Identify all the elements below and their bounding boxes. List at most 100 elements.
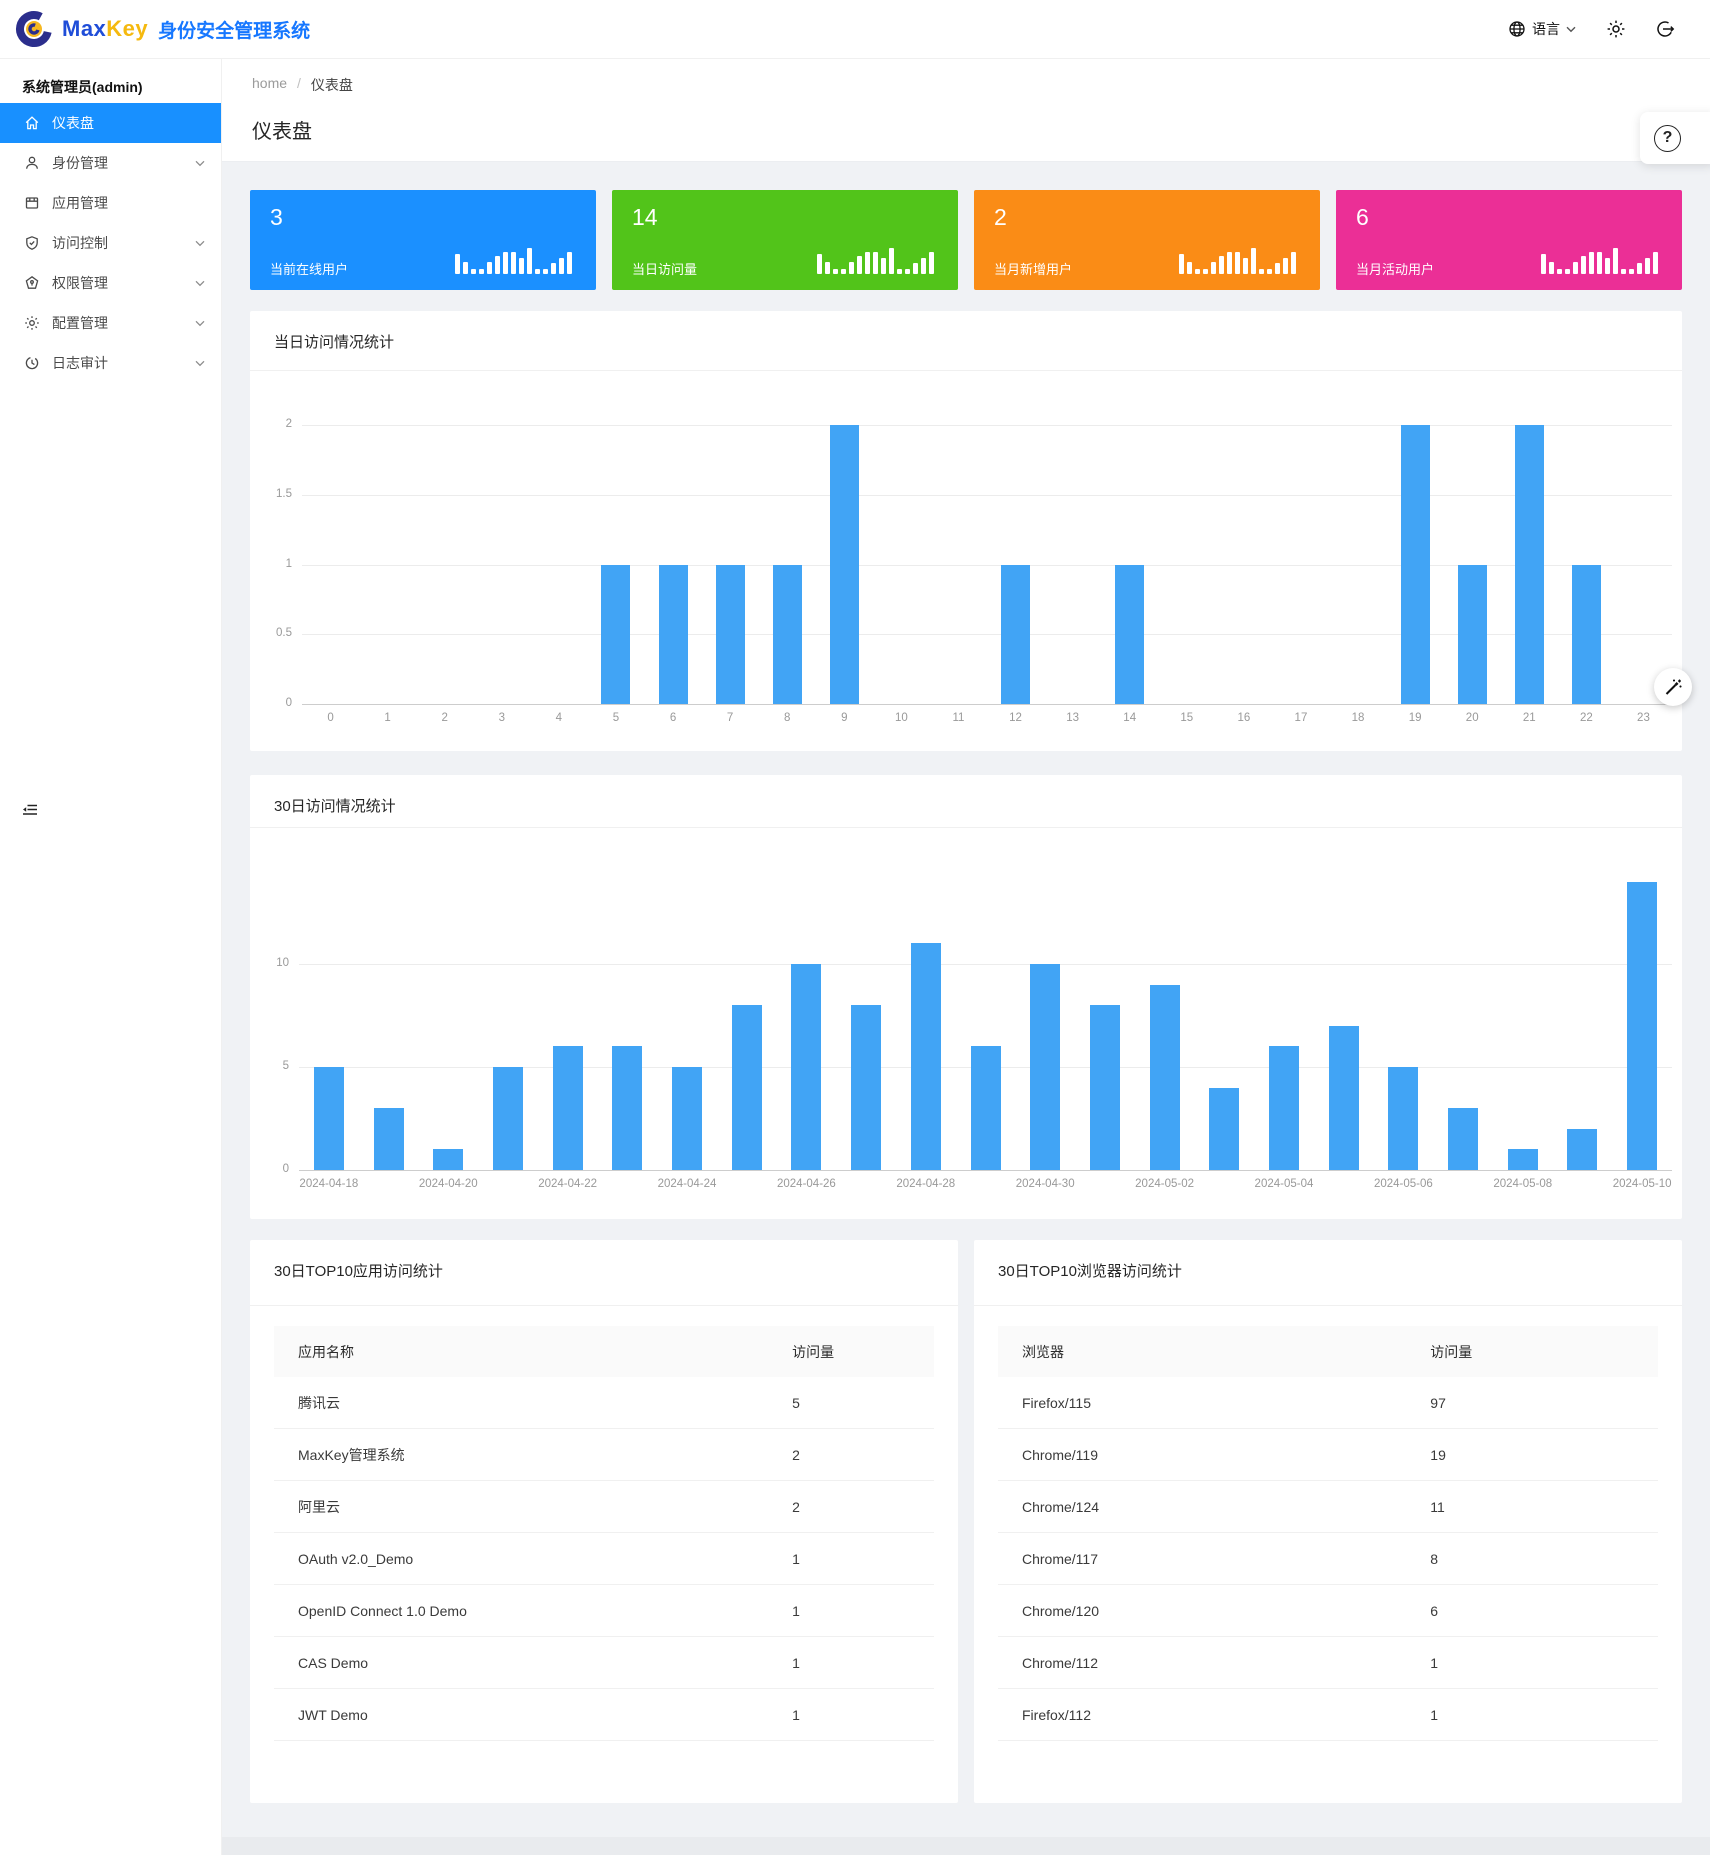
stat-cards-row: 3 当前在线用户 14 当日访问量 2 当月新增用户 6 当月活动用户 — [250, 190, 1682, 290]
logo-text: MaxKey — [62, 16, 149, 41]
chart-gridline — [302, 564, 1672, 566]
table-cell-value: 19 — [1430, 1446, 1446, 1463]
table-cell-value: 1 — [792, 1550, 800, 1567]
x-axis-tick-label: 16 — [1237, 712, 1251, 724]
chart-bar — [658, 564, 688, 704]
x-axis-tick-label: 10 — [894, 712, 908, 724]
table-cell-value: 1 — [792, 1706, 800, 1723]
stat-label: 当月活动用户 — [1356, 262, 1435, 277]
sidebar: 系统管理员(admin) 仪表盘 身份管理 应用管理 访问控制 — [0, 59, 222, 1855]
settings-gear-button[interactable] — [1606, 19, 1626, 39]
table-header-cell: 浏览器 — [1022, 1343, 1064, 1360]
chart-bar — [1115, 564, 1145, 704]
table-title: 30日TOP10应用访问统计 — [274, 1263, 443, 1280]
y-axis-tick-label: 1.5 — [276, 487, 292, 500]
help-float-panel[interactable]: ? — [1640, 112, 1710, 164]
x-axis-tick-label: 2024-05-04 — [1254, 1178, 1314, 1190]
table-cell-value: 5 — [792, 1394, 800, 1411]
table-cell-name: 腾讯云 — [298, 1394, 340, 1411]
table-cell-name: 阿里云 — [298, 1498, 340, 1515]
table-cell-name: MaxKey管理系统 — [298, 1446, 405, 1463]
table-cell-value: 2 — [792, 1446, 800, 1463]
chart-gridline — [299, 1170, 1672, 1171]
tables-row: 30日TOP10应用访问统计 应用名称 访问量腾讯云 5 MaxKey管理系统 2 阿里云… — [250, 1240, 1682, 1803]
sidebar-item-permissions[interactable]: 权限管理 — [0, 263, 221, 303]
table-cell-name: Chrome/117 — [1022, 1550, 1099, 1567]
x-axis-tick-label: 2024-04-18 — [299, 1178, 359, 1190]
chart-bar — [791, 964, 822, 1170]
x-axis-tick-label: 2024-04-24 — [657, 1178, 717, 1190]
table-cell-name: OpenID Connect 1.0 Demo — [298, 1602, 467, 1619]
x-axis-tick-label: 23 — [1637, 712, 1650, 724]
table-row: CAS Demo 1 — [274, 1637, 934, 1689]
chart-bar — [731, 1005, 762, 1170]
x-axis-tick-label: 2024-05-06 — [1373, 1178, 1433, 1190]
stat-card-monthly-new-users: 2 当月新增用户 — [974, 190, 1320, 290]
chart-bar — [772, 564, 802, 704]
chart-bar — [601, 564, 631, 704]
footer-band — [222, 1837, 1710, 1855]
x-axis-tick-label: 0 — [327, 712, 334, 724]
x-axis-tick-label: 18 — [1351, 712, 1365, 724]
breadcrumb-home-link[interactable]: home — [252, 75, 288, 91]
language-selector[interactable]: 语言 — [1508, 19, 1576, 39]
y-axis-tick-label: 2 — [285, 418, 292, 430]
stat-card-daily-visits: 14 当日访问量 — [612, 190, 958, 290]
x-axis-tick-label: 9 — [841, 712, 848, 724]
page-title-bar: home / 仪表盘 仪表盘 — [222, 59, 1710, 162]
chart-gridline — [302, 494, 1672, 496]
table-row: Chrome/120 6 — [998, 1585, 1658, 1637]
clock-icon — [24, 355, 40, 371]
top-header: MaxKey 身份安全管理系统 语言 — [0, 0, 1710, 59]
app-logo: MaxKey 身份安全管理系统 — [0, 9, 310, 49]
sidebar-item-identity[interactable]: 身份管理 — [0, 143, 221, 183]
x-axis-tick-label: 11 — [952, 712, 965, 724]
table-row: Firefox/112 1 — [998, 1689, 1658, 1741]
sidebar-item-dashboard[interactable]: 仪表盘 — [0, 103, 221, 143]
stat-label: 当日访问量 — [632, 262, 698, 277]
sidebar-item-configuration[interactable]: 配置管理 — [0, 303, 221, 343]
chevron-down-icon — [1566, 26, 1576, 33]
y-axis-tick-label: 0 — [285, 697, 292, 709]
chart-bar — [1388, 1067, 1419, 1170]
table-header-cell: 应用名称 — [298, 1343, 354, 1360]
table-cell-value: 8 — [1430, 1550, 1439, 1567]
table-header-row: 浏览器 访问量 — [998, 1326, 1658, 1377]
sidebar-item-access-control[interactable]: 访问控制 — [0, 223, 221, 263]
y-axis-tick-label: 5 — [282, 1060, 289, 1072]
table-header-cell: 访问量 — [792, 1343, 835, 1360]
sidebar-item-audit-log[interactable]: 日志审计 — [0, 343, 221, 383]
breadcrumb-current: 仪表盘 — [310, 77, 353, 93]
magic-wand-fab[interactable] — [1654, 668, 1692, 706]
table-cell-name: OAuth v2.0_Demo — [298, 1550, 414, 1567]
stat-value: 2 — [994, 204, 1007, 230]
table-cell-value: 1 — [792, 1654, 800, 1671]
gem-icon — [24, 275, 40, 291]
chart-bar — [1448, 1108, 1479, 1170]
maxkey-logo-icon — [14, 9, 54, 49]
chart-bar — [1400, 425, 1430, 704]
table-row: 腾讯云 5 — [274, 1377, 934, 1429]
mini-bar-chart-icon — [455, 230, 572, 274]
sidebar-item-applications[interactable]: 应用管理 — [0, 183, 221, 223]
chart-gridline — [302, 425, 1672, 426]
breadcrumb-separator: / — [297, 75, 301, 91]
chart-bar — [1627, 881, 1658, 1170]
question-mark-icon: ? — [1654, 124, 1681, 152]
chart-bar — [1001, 564, 1031, 704]
daily-visits-chart-card: 当日访问情况统计 0 0.5 1 1.5 2 0 1 2 3 4 5 6 7 8 9 10 11 12 13 14 15… — [250, 311, 1682, 751]
logout-button[interactable] — [1656, 19, 1676, 39]
x-axis-tick-label: 2024-04-22 — [538, 1178, 598, 1190]
stat-value: 14 — [632, 204, 658, 230]
hourly-visits-bar-chart: 0 0.5 1 1.5 2 0 1 2 3 4 5 6 7 8 9 10 11 12 13 14 15 16 17 18 19 2… — [250, 311, 1682, 751]
chart-bar — [1507, 1149, 1538, 1170]
x-axis-tick-label: 17 — [1294, 712, 1308, 724]
thirty-day-visits-chart-card: 30日访问情况统计 0 5 10 2024-04-18 2024-04-20 2024-0… — [250, 775, 1682, 1219]
mini-bar-chart-icon — [1179, 230, 1296, 274]
table-row: 阿里云 2 — [274, 1481, 934, 1533]
chart-gridline — [302, 704, 1672, 705]
sidebar-collapse-button[interactable] — [20, 800, 40, 820]
x-axis-tick-label: 4 — [555, 712, 563, 724]
x-axis-tick-label: 2024-04-28 — [896, 1178, 956, 1190]
table-cell-name: Firefox/115 — [1022, 1394, 1091, 1411]
